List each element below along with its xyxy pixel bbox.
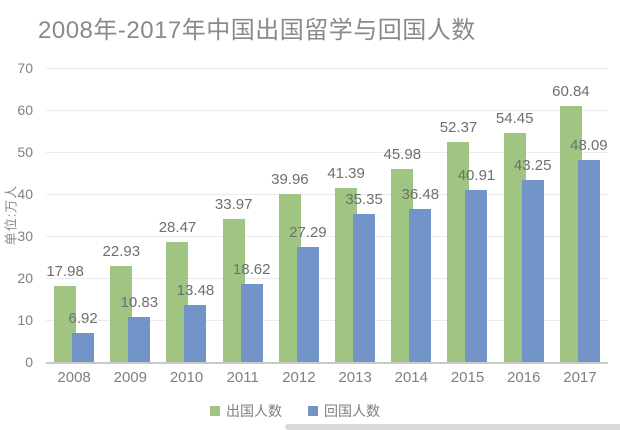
bar-value-label: 40.91 xyxy=(457,167,496,185)
bar-value-label: 10.83 xyxy=(120,293,159,311)
x-axis-label: 2012 xyxy=(282,369,316,386)
bar-study-abroad: 52.37 xyxy=(440,119,477,362)
x-axis-label: 2013 xyxy=(338,369,372,386)
gridline xyxy=(46,320,608,322)
bar-study-abroad: 39.96 xyxy=(271,171,309,362)
bar-value-label: 22.93 xyxy=(102,242,141,260)
bar-study-abroad: 22.93 xyxy=(103,243,140,362)
y-tick-label: 50 xyxy=(17,144,33,160)
bar-returnees: 6.92 xyxy=(68,310,98,362)
legend-label: 回国人数 xyxy=(324,403,380,419)
bar-returnees: 27.29 xyxy=(289,224,327,362)
bar-value-label: 28.47 xyxy=(158,219,197,237)
bar-returnees: 35.35 xyxy=(345,191,383,362)
x-axis-label: 2016 xyxy=(507,369,541,386)
x-axis-label: 2015 xyxy=(450,369,485,386)
legend-swatch-icon xyxy=(210,406,220,416)
bar-study-abroad: 33.97 xyxy=(215,196,252,362)
bar-value-label: 48.09 xyxy=(570,137,608,155)
legend-swatch-icon xyxy=(308,406,318,416)
bar-returnees: 18.62 xyxy=(233,261,270,362)
x-axis-label: 2009 xyxy=(113,369,147,386)
chart-title: 2008年-2017年中国出国留学与回国人数 xyxy=(38,17,476,44)
y-tick-label: 70 xyxy=(17,60,33,76)
bar-study-abroad: 28.47 xyxy=(159,219,196,362)
bar-study-abroad: 60.84 xyxy=(552,83,590,362)
gridline xyxy=(46,68,608,69)
gridline xyxy=(46,110,608,111)
bar-group-2017: 60.84 48.09 xyxy=(552,68,608,362)
gridline xyxy=(46,236,608,237)
bar-study-abroad: 17.98 xyxy=(46,263,84,362)
bottom-edge-strip xyxy=(285,424,620,430)
y-axis-tick-labels: 0 10 20 30 40 50 60 70 xyxy=(0,60,40,370)
bar-value-label: 36.48 xyxy=(401,185,440,203)
bar-value-label: 43.25 xyxy=(513,157,552,175)
bar-value-label: 41.39 xyxy=(327,165,365,183)
gridline xyxy=(46,152,608,153)
plot-area: 17.98 6.92 22.93 10.83 28.47 13.48 33.97 18.62 3… xyxy=(46,68,608,364)
y-tick-label: 10 xyxy=(17,312,33,329)
legend-label: 出国人数 xyxy=(226,403,282,419)
bar-group-2014: 45.98 36.48 xyxy=(383,68,439,362)
bar-returnees: 43.25 xyxy=(514,157,551,362)
gridline xyxy=(46,278,608,280)
bar-returnees: 10.83 xyxy=(121,294,158,362)
y-tick-label: 60 xyxy=(17,102,33,118)
legend: 出国人数 回国人数 xyxy=(0,401,590,421)
bar-value-label: 18.62 xyxy=(232,260,271,278)
bar-value-label: 45.98 xyxy=(383,145,422,163)
bar-group-2016: 54.45 43.25 xyxy=(496,68,552,362)
gridline xyxy=(46,194,608,196)
legend-item-study-abroad: 出国人数 xyxy=(210,401,282,421)
y-tick-label: 0 xyxy=(25,354,33,370)
y-tick-label: 30 xyxy=(17,228,33,244)
x-axis-label: 2010 xyxy=(169,369,204,386)
bar-value-label: 17.98 xyxy=(46,263,84,281)
legend-item-returnees: 回国人数 xyxy=(308,401,380,421)
x-axis-label: 2017 xyxy=(563,369,597,386)
bar-value-label: 52.37 xyxy=(439,119,478,137)
bar-value-label: 35.35 xyxy=(345,190,383,208)
bar-study-abroad: 54.45 xyxy=(496,110,533,362)
bar-group-2012: 39.96 27.29 xyxy=(271,68,327,362)
bar-returnees: 13.48 xyxy=(177,282,214,362)
bar-group-2011: 33.97 18.62 xyxy=(215,68,271,362)
bar-value-label: 39.96 xyxy=(271,171,309,189)
bar-group-2008: 17.98 6.92 xyxy=(46,68,102,362)
x-axis-label: 2014 xyxy=(394,369,428,386)
x-axis-label: 2008 xyxy=(57,369,91,386)
x-axis-labels: 2008 2009 2010 2011 2012 2013 2014 2015 2016 2017 xyxy=(46,369,608,386)
y-tick-label: 20 xyxy=(17,270,33,287)
bar-value-label: 60.84 xyxy=(552,83,590,101)
bar-value-label: 27.29 xyxy=(289,224,327,242)
bar-returnees: 40.91 xyxy=(458,167,495,362)
bar-group-2010: 28.47 13.48 xyxy=(158,68,214,362)
bar-group-2015: 52.37 40.91 xyxy=(439,68,495,362)
bar-study-abroad: 45.98 xyxy=(384,146,421,362)
bar-value-label: 33.97 xyxy=(214,196,253,214)
bar-group-2013: 41.39 35.35 xyxy=(327,68,383,362)
y-tick-label: 40 xyxy=(17,186,33,203)
bar-returnees: 48.09 xyxy=(570,137,608,362)
bar-group-2009: 22.93 10.83 xyxy=(102,68,158,362)
bar-returnees: 36.48 xyxy=(402,186,439,362)
bar-value-label: 54.45 xyxy=(495,110,534,128)
bar-value-label: 13.48 xyxy=(176,282,215,300)
x-axis-label: 2011 xyxy=(226,369,259,386)
bar-study-abroad: 41.39 xyxy=(327,165,365,362)
bar-value-label: 6.92 xyxy=(68,309,98,327)
